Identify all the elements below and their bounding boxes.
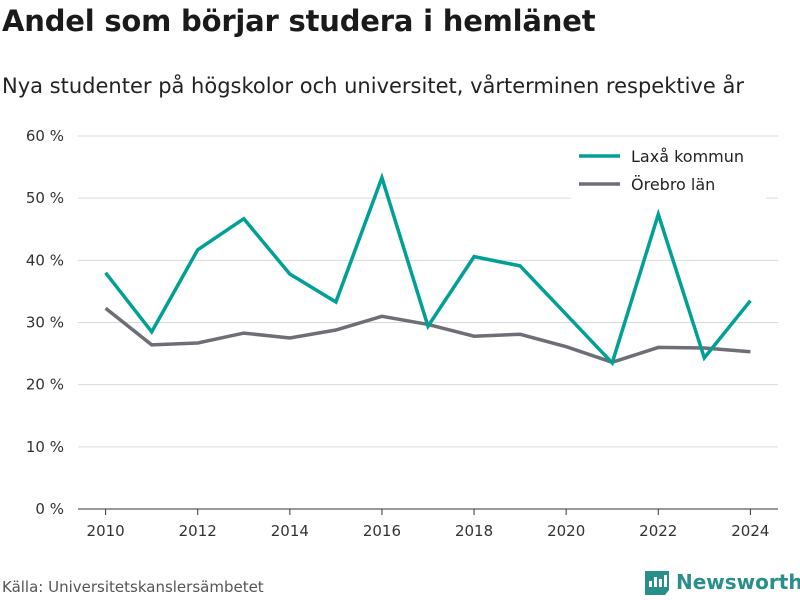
data-point [288, 336, 292, 340]
y-axis-ticks: 0 % 10 % 20 % 30 % 40 % 50 % 60 % [26, 127, 64, 518]
x-tick-label: 2010 [87, 522, 125, 540]
data-point [196, 341, 200, 345]
data-point [518, 332, 522, 336]
data-point [656, 345, 660, 349]
series-line [104, 306, 751, 365]
source-note: Källa: Universitetskanslersämbetet [2, 578, 264, 596]
data-point [334, 328, 338, 332]
y-tick-label: 50 % [26, 189, 64, 207]
x-tick-label: 2012 [179, 522, 217, 540]
x-tick-label: 2022 [639, 522, 677, 540]
data-point [518, 264, 522, 268]
data-point [150, 343, 154, 347]
chart-subtitle: Nya studenter på högskolor och universit… [2, 74, 744, 98]
chart-title: Andel som börjar studera i hemlänet [2, 4, 596, 38]
x-tick-label: 2016 [363, 522, 401, 540]
data-point [564, 312, 568, 316]
legend: Laxå kommun Örebro län [571, 140, 766, 200]
y-tick-label: 20 % [26, 376, 64, 394]
data-point [196, 248, 200, 252]
y-tick-label: 40 % [26, 251, 64, 269]
data-point [150, 330, 154, 334]
series-line [104, 172, 752, 367]
data-point [104, 271, 108, 275]
y-tick-label: 10 % [26, 438, 64, 456]
data-point [656, 212, 660, 216]
x-axis-ticks: 2010 2012 2014 2016 2018 2020 2022 2024 [87, 509, 769, 540]
brand-name: Newsworthy [676, 570, 800, 594]
x-tick-label: 2018 [455, 522, 493, 540]
data-point [380, 176, 384, 180]
line-chart: 0 % 10 % 20 % 30 % 40 % 50 % 60 % 2010 2012 2014… [26, 127, 778, 540]
legend-label: Laxå kommun [631, 147, 744, 166]
data-point [426, 322, 430, 326]
data-point [748, 350, 752, 354]
data-point [748, 299, 752, 303]
data-point [472, 255, 476, 259]
data-point [702, 346, 706, 350]
bar-chart-logo-icon [645, 571, 669, 595]
x-tick-label: 2024 [731, 522, 769, 540]
series-lines [104, 172, 752, 367]
y-tick-label: 60 % [26, 127, 64, 145]
x-tick-label: 2014 [271, 522, 309, 540]
data-point [288, 272, 292, 276]
brand-logo: Newsworthy [644, 568, 800, 596]
data-point [242, 217, 246, 221]
y-tick-label: 30 % [26, 314, 64, 332]
data-point [610, 360, 614, 364]
x-tick-label: 2020 [547, 522, 585, 540]
y-tick-label: 0 % [35, 500, 64, 518]
data-point [472, 334, 476, 338]
data-point [104, 306, 108, 310]
data-point [380, 314, 384, 318]
legend-label: Örebro län [631, 175, 715, 194]
data-point [334, 300, 338, 304]
legend-background [571, 140, 766, 200]
data-point [242, 331, 246, 335]
data-point [702, 356, 706, 360]
data-point [564, 345, 568, 349]
